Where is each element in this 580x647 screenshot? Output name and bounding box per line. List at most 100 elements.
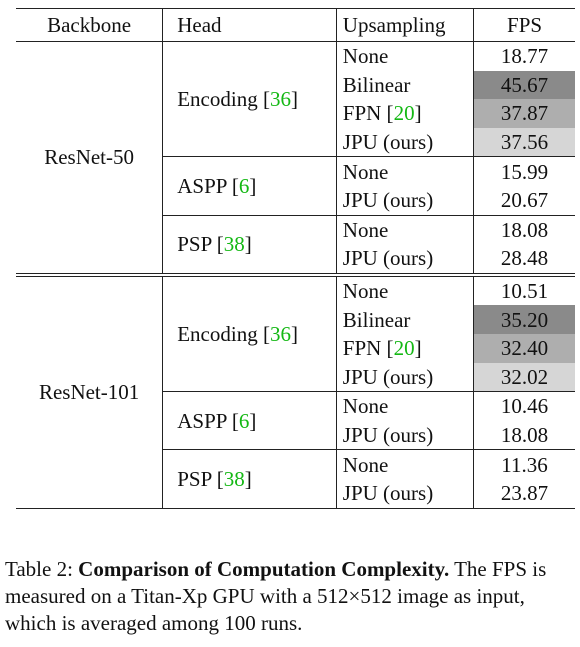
citation-bracket: ] (244, 232, 252, 257)
cell-upsampling: None (335, 391, 474, 421)
table-row: JPU (ours) 28.48 (16, 244, 575, 277)
cell-fps: 45.67 (473, 70, 575, 100)
table-body: ResNet-50 Encoding [36] None 18.77 Bilinear 4… (16, 41, 575, 509)
upsampling-name: None (342, 217, 389, 242)
cell-upsampling: None (335, 274, 474, 306)
cell-upsampling: FPN [20] (335, 99, 474, 128)
table-row: ASPP [6] None 10.46 (16, 391, 575, 451)
cell-fps: 23.87 (473, 478, 575, 509)
citation-bracket: ] (414, 101, 422, 126)
head-name: ASPP [ (177, 408, 239, 433)
cell-upsampling: JPU (ours) (335, 185, 474, 216)
upsampling-name: JPU (ours) (342, 481, 434, 506)
cell-upsampling: Bilinear (335, 305, 474, 334)
cell-head: Encoding [36] (162, 274, 337, 393)
cell-fps: 11.36 (473, 449, 575, 479)
results-table-container: Backbone Head Upsampling FPS ResNet-50 En… (16, 8, 576, 509)
upsampling-name: JPU (ours) (342, 364, 434, 389)
cell-upsampling: None (335, 41, 474, 71)
table-row: PSP [38] None 11.36 (16, 449, 575, 509)
citation-link[interactable]: 6 (238, 173, 250, 198)
cell-upsampling: JPU (ours) (335, 127, 474, 158)
cell-head: PSP [38] (162, 215, 337, 277)
caption-text: The FPS is measured on a Titan-Xp GPU wi… (5, 557, 547, 635)
upsampling-name: None (342, 394, 389, 419)
head-name: ASPP [ (177, 173, 239, 198)
head-name: PSP [ (177, 466, 224, 491)
table-caption: Table 2: Comparison of Computation Compl… (5, 556, 577, 637)
citation-bracket: ] (290, 87, 298, 112)
head-name: Encoding [ (177, 87, 270, 112)
upsampling-name: JPU (ours) (342, 188, 434, 213)
upsampling-name: FPN [ (342, 101, 394, 126)
cell-upsampling: JPU (ours) (335, 244, 474, 277)
cell-fps: 28.48 (473, 244, 575, 277)
upsampling-name: Bilinear (342, 72, 411, 97)
head-name: PSP [ (177, 232, 224, 257)
upsampling-name: None (342, 279, 389, 304)
table-row: JPU (ours) 18.08 (16, 420, 575, 451)
column-header-upsampling: Upsampling (335, 8, 474, 42)
cell-fps: 18.77 (473, 41, 575, 71)
cell-upsampling: None (335, 156, 474, 186)
upsampling-name: JPU (ours) (342, 130, 434, 155)
cell-fps: 35.20 (473, 305, 575, 334)
citation-bracket: ] (290, 321, 298, 346)
cell-fps: 37.87 (473, 99, 575, 128)
cell-fps: 10.46 (473, 391, 575, 421)
cell-head: PSP [38] (162, 449, 337, 509)
citation-link[interactable]: 6 (238, 408, 250, 433)
table-row: FPN [20] 37.87 (16, 99, 575, 128)
cell-head: ASPP [6] (162, 391, 337, 451)
cell-head: ASPP [6] (162, 156, 337, 216)
citation-link[interactable]: 20 (393, 101, 415, 126)
upsampling-name: None (342, 44, 389, 69)
upsampling-name: JPU (ours) (342, 423, 434, 448)
upsampling-name: FPN [ (342, 336, 394, 361)
cell-fps: 37.56 (473, 127, 575, 158)
citation-bracket: ] (244, 466, 252, 491)
table-row: JPU (ours) 37.56 (16, 127, 575, 158)
table-row: PSP [38] None 18.08 (16, 215, 575, 277)
citation-bracket: ] (249, 173, 257, 198)
citation-link[interactable]: 36 (269, 87, 291, 112)
fps-comparison-table: Backbone Head Upsampling FPS ResNet-50 En… (16, 8, 575, 509)
citation-link[interactable]: 38 (223, 232, 245, 257)
table-row: Bilinear 45.67 (16, 70, 575, 100)
cell-fps: 32.02 (473, 362, 575, 393)
table-row: ResNet-50 Encoding [36] None 18.77 (16, 41, 575, 277)
cell-upsampling: Bilinear (335, 70, 474, 100)
column-header-backbone: Backbone (16, 8, 163, 42)
caption-title: Comparison of Computation Complexity. (78, 557, 450, 581)
citation-bracket: ] (414, 336, 422, 361)
cell-upsampling: JPU (ours) (335, 362, 474, 393)
cell-backbone: ResNet-101 (16, 274, 163, 509)
citation-link[interactable]: 36 (269, 321, 291, 346)
table-row: Bilinear 35.20 (16, 305, 575, 334)
table-row: JPU (ours) 32.02 (16, 362, 575, 393)
citation-link[interactable]: 38 (223, 466, 245, 491)
cell-upsampling: None (335, 449, 474, 479)
cell-fps: 15.99 (473, 156, 575, 186)
cell-upsampling: JPU (ours) (335, 478, 474, 509)
column-header-head: Head (162, 8, 337, 42)
cell-fps: 20.67 (473, 185, 575, 216)
upsampling-name: Bilinear (342, 307, 411, 332)
cell-fps: 18.08 (473, 215, 575, 245)
cell-upsampling: FPN [20] (335, 333, 474, 363)
table-header-row: Backbone Head Upsampling FPS (16, 8, 575, 42)
table-row: FPN [20] 32.40 (16, 333, 575, 363)
citation-link[interactable]: 20 (393, 336, 415, 361)
table-row: JPU (ours) 23.87 (16, 478, 575, 509)
cell-fps: 18.08 (473, 420, 575, 451)
cell-backbone: ResNet-50 (16, 41, 163, 277)
cell-head: Encoding [36] (162, 41, 337, 158)
table-row: JPU (ours) 20.67 (16, 185, 575, 216)
head-name: Encoding [ (177, 321, 270, 346)
upsampling-name: JPU (ours) (342, 246, 434, 271)
upsampling-name: None (342, 159, 389, 184)
caption-label: Table 2: (5, 557, 79, 581)
citation-bracket: ] (249, 408, 257, 433)
table-row: ResNet-101 Encoding [36] None 10.51 (16, 274, 575, 509)
upsampling-name: None (342, 452, 389, 477)
